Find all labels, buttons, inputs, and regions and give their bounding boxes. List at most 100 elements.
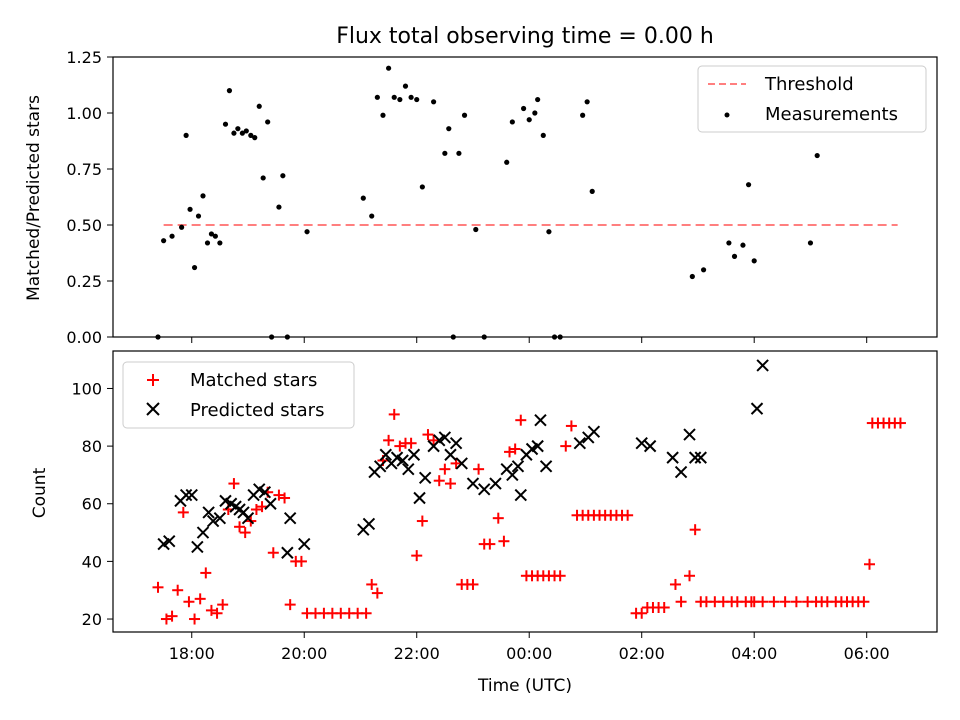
- matched-star-marker: [388, 408, 400, 420]
- measurement-point: [304, 229, 310, 235]
- matched-star-marker: [228, 478, 240, 490]
- measurement-point: [243, 128, 249, 134]
- measurement-point: [360, 195, 366, 201]
- measurement-point: [212, 233, 218, 239]
- measurement-point: [419, 184, 425, 190]
- predicted-star-marker: [241, 511, 255, 525]
- top-y-tick-label: 1.25: [66, 48, 102, 67]
- measurements-legend-swatch: [724, 112, 730, 118]
- predicted-star-marker: [373, 460, 387, 473]
- matched-star-marker: [273, 489, 285, 501]
- predicted-star-marker: [694, 451, 707, 464]
- matched-stars-legend-swatch: [147, 374, 159, 386]
- matched-star-marker: [394, 440, 406, 452]
- matched-star-marker: [498, 535, 510, 547]
- measurement-point: [256, 103, 262, 109]
- predicted-star-marker: [206, 514, 220, 528]
- predicted-star-marker: [750, 402, 764, 415]
- matched-star-marker: [689, 524, 701, 536]
- measurement-point: [740, 242, 746, 248]
- matched-star-marker: [484, 538, 496, 550]
- bottom-x-tick-label: 22:00: [394, 644, 440, 663]
- predicted-star-marker: [258, 486, 272, 499]
- predicted-star-marker: [281, 546, 294, 559]
- predicted-star-marker: [511, 460, 525, 473]
- matched-star-marker: [295, 555, 307, 567]
- predicted-star-marker: [202, 506, 215, 519]
- predicted-star-marker: [573, 437, 587, 450]
- bottom-x-tick-label: 04:00: [731, 644, 777, 663]
- measurement-point: [386, 65, 392, 71]
- predicted-star-marker: [643, 439, 657, 453]
- matched-star-marker: [279, 492, 291, 504]
- matched-star-marker: [492, 512, 504, 524]
- measurement-point: [380, 112, 386, 118]
- predicted-star-marker: [402, 462, 415, 476]
- predicted-star-marker: [514, 488, 527, 502]
- matched-star-marker: [757, 596, 769, 608]
- measurement-point: [179, 224, 185, 230]
- measurement-points: [155, 65, 820, 340]
- predicted-stars-points: [157, 359, 769, 559]
- matched-star-marker: [894, 417, 906, 429]
- bottom-y-tick-label: 60: [82, 495, 102, 514]
- matched-star-marker: [383, 434, 395, 446]
- measurement-point: [520, 105, 527, 112]
- top-legend-box: [697, 65, 927, 133]
- matched-star-marker: [790, 596, 802, 608]
- matched-star-marker: [439, 463, 451, 475]
- predicted-star-marker: [438, 431, 452, 444]
- measurement-point: [222, 121, 229, 127]
- predicted-stars-legend-label: Predicted stars: [190, 400, 324, 421]
- matched-star-marker: [779, 596, 791, 608]
- measurement-point: [265, 119, 271, 125]
- predicted-star-marker: [407, 448, 421, 461]
- bottom-x-tick-label: 20:00: [281, 644, 327, 663]
- bottom-chart: Count Time (UTC) 20 40 60 80 100 18:00 20:00 2…: [30, 350, 938, 696]
- predicted-star-marker: [413, 491, 426, 505]
- matched-star-marker: [636, 607, 648, 619]
- matched-star-marker: [622, 509, 634, 521]
- measurement-point: [689, 273, 695, 280]
- measurement-point: [535, 96, 541, 103]
- bottom-chart-xlabel: Time (UTC): [477, 676, 572, 696]
- matched-star-marker: [160, 613, 172, 625]
- predicted-star-marker: [196, 526, 210, 539]
- bottom-chart-ylabel: Count: [30, 467, 50, 518]
- matched-star-marker: [675, 596, 687, 608]
- matched-star-marker: [864, 558, 876, 570]
- threshold-legend-label: Threshold: [764, 74, 854, 95]
- matched-star-marker: [473, 463, 485, 475]
- matched-star-marker: [433, 475, 445, 487]
- measurement-point: [700, 267, 707, 273]
- matched-star-marker: [411, 550, 423, 562]
- predicted-star-marker: [264, 497, 277, 510]
- matched-star-marker: [858, 596, 870, 608]
- matched-star-marker: [658, 602, 670, 614]
- bottom-y-tick-label: 80: [82, 437, 102, 456]
- bottom-plot-frame: [112, 350, 938, 633]
- top-y-tick-label: 0.25: [66, 272, 102, 291]
- measurement-point: [745, 182, 752, 188]
- measurement-point: [161, 238, 167, 244]
- predicted-star-marker: [478, 483, 491, 496]
- matched-star-marker: [205, 604, 217, 616]
- matched-star-marker: [183, 596, 195, 608]
- bottom-x-tick-label: 00:00: [506, 644, 552, 663]
- top-y-tick-label: 1.00: [66, 104, 102, 123]
- measurement-point: [239, 130, 245, 136]
- measurement-point: [540, 132, 546, 138]
- predicted-star-marker: [666, 451, 679, 464]
- predicted-star-marker: [283, 511, 297, 525]
- top-y-tick-label: 0.50: [66, 216, 102, 235]
- matched-star-marker: [256, 501, 268, 513]
- bottom-x-ticks: 18:00 20:00 22:00 00:00 02:00 04:00 06:00: [169, 632, 890, 663]
- measurement-point: [397, 96, 403, 103]
- predicted-star-marker: [756, 359, 769, 372]
- matched-star-marker: [684, 570, 696, 582]
- top-chart-title: Flux total observing time = 0.00 h: [336, 24, 714, 49]
- predicted-star-marker: [213, 511, 227, 525]
- measurement-point: [504, 159, 510, 165]
- measurement-point: [195, 213, 202, 219]
